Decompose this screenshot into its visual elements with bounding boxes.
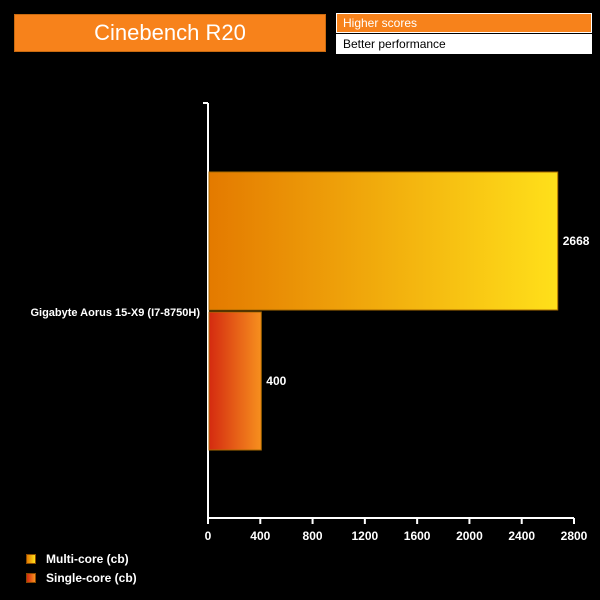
legend-swatch-single-core xyxy=(26,573,36,583)
legend-swatch-multi-core xyxy=(26,554,36,564)
bar-single-core xyxy=(208,311,262,451)
labels: 2668 400 Gigabyte Aorus 15-X9 (I7-8750H) xyxy=(30,234,589,388)
data-label-single-core: 400 xyxy=(266,374,286,388)
x-tick-label: 0 xyxy=(205,529,212,543)
x-tick-label: 800 xyxy=(303,529,323,543)
legend-item-multi-core: Multi-core (cb) xyxy=(26,552,129,566)
bar-multi-core xyxy=(208,171,559,311)
note-better-performance: Better performance xyxy=(336,34,592,54)
data-label-multi-core: 2668 xyxy=(563,234,590,248)
category-label: Gigabyte Aorus 15-X9 (I7-8750H) xyxy=(30,307,200,319)
legend-label-single-core: Single-core (cb) xyxy=(46,571,137,585)
x-tick-label: 2800 xyxy=(561,529,588,543)
axes: 0 400 800 1200 1600 2000 2400 2800 xyxy=(203,102,588,543)
x-tick-label: 400 xyxy=(250,529,270,543)
legend-label-multi-core: Multi-core (cb) xyxy=(46,552,129,566)
note-higher-scores: Higher scores xyxy=(336,13,592,33)
x-tick-label: 1600 xyxy=(404,529,431,543)
legend-item-single-core: Single-core (cb) xyxy=(26,571,137,585)
x-tick-label: 2400 xyxy=(508,529,535,543)
x-tick-label: 2000 xyxy=(456,529,483,543)
x-tick-label: 1200 xyxy=(352,529,379,543)
bars xyxy=(208,171,559,451)
chart-title: Cinebench R20 xyxy=(14,14,326,52)
chart-title-text: Cinebench R20 xyxy=(94,20,246,45)
